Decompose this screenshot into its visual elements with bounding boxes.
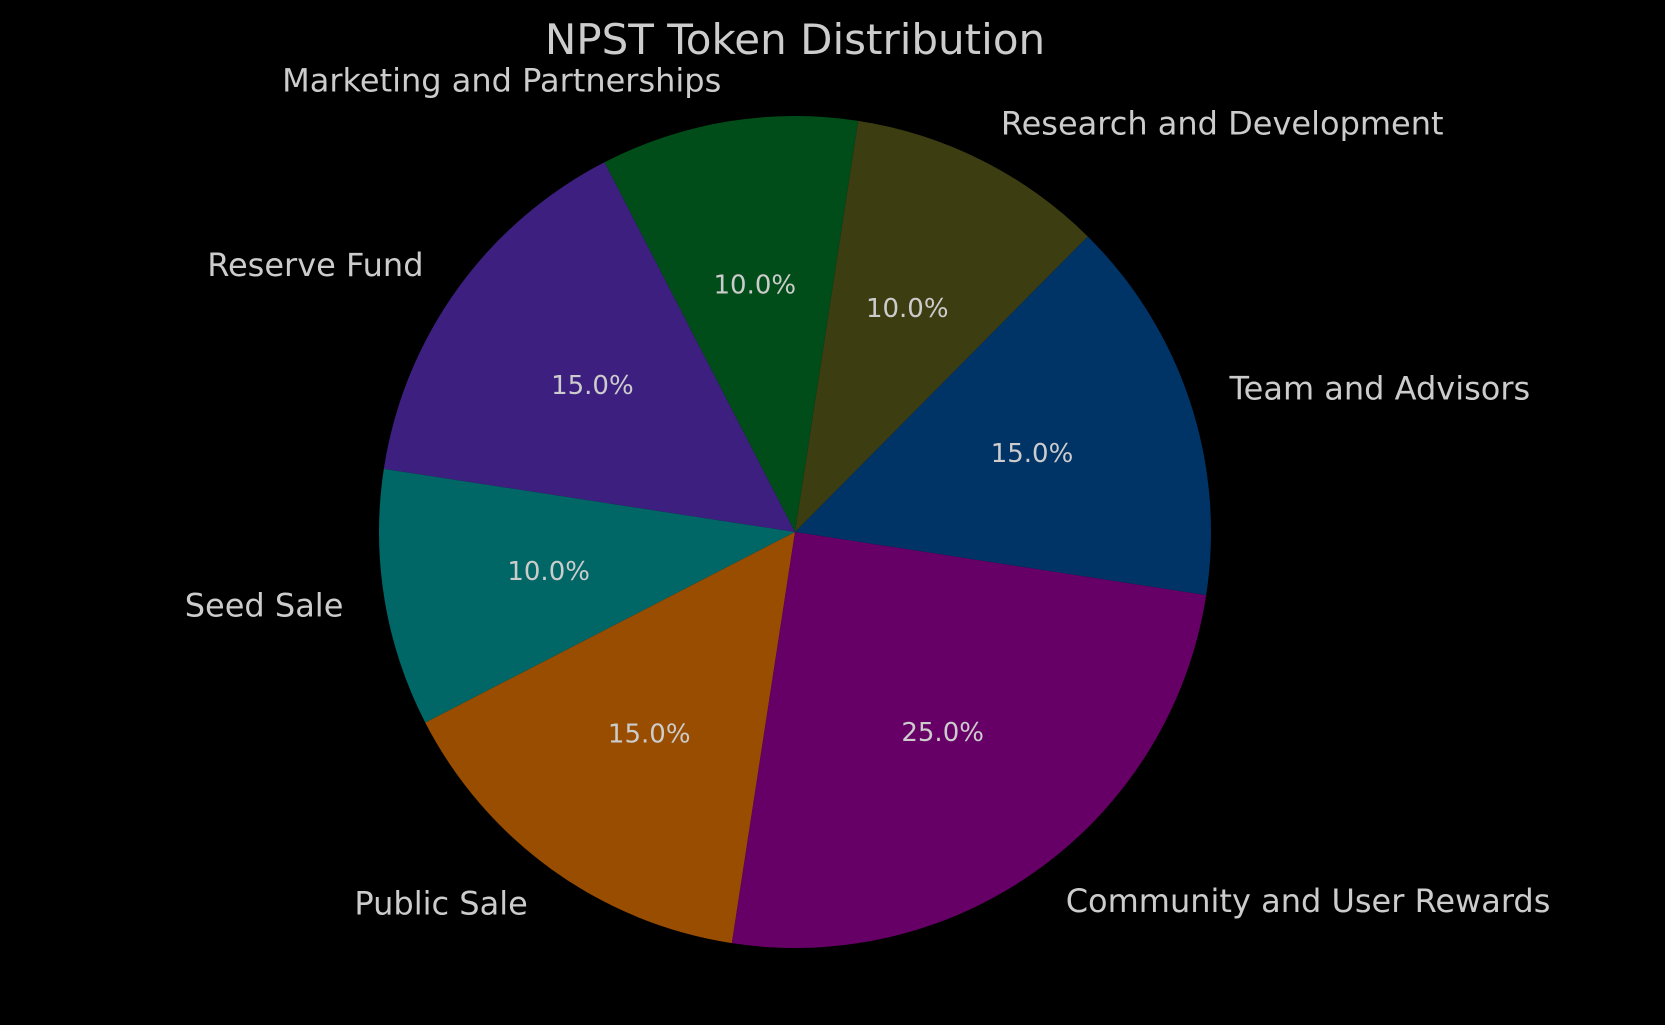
percent-label-team-and-advisors: 15.0% — [991, 439, 1074, 469]
pie-slice-community-and-user-rewards — [731, 532, 1207, 949]
percent-label-research-and-development: 10.0% — [866, 294, 949, 324]
pie-slice-research-and-development — [795, 120, 1088, 532]
pie-slice-marketing-and-partnerships — [604, 116, 859, 532]
percent-label-reserve-fund: 15.0% — [551, 371, 634, 401]
percent-label-community-and-user-rewards: 25.0% — [901, 718, 984, 748]
category-label-seed-sale: Seed Sale — [185, 587, 344, 625]
pie-slice-public-sale — [425, 532, 795, 944]
category-label-research-and-development: Research and Development — [1001, 104, 1444, 142]
category-label-community-and-user-rewards: Community and User Rewards — [1066, 882, 1551, 920]
percent-label-seed-sale: 10.0% — [507, 557, 590, 587]
category-labels: Team and Advisors Research and Developmen… — [185, 61, 1551, 922]
chart-title: NPST Token Distribution — [545, 15, 1045, 64]
percent-label-marketing-and-partnerships: 10.0% — [713, 271, 796, 301]
category-label-marketing-and-partnerships: Marketing and Partnerships — [282, 61, 721, 99]
pie-slice-seed-sale — [379, 468, 795, 723]
pie-slice-team-and-advisors — [795, 236, 1211, 596]
category-label-team-and-advisors: Team and Advisors — [1229, 370, 1531, 408]
category-label-reserve-fund: Reserve Fund — [207, 246, 423, 284]
pie-slices — [379, 116, 1211, 949]
category-label-public-sale: Public Sale — [354, 884, 527, 922]
percent-labels: 15.0% 10.0% 10.0% 15.0% 10.0% 15.0% 25.0% — [507, 271, 1073, 750]
percent-label-public-sale: 15.0% — [608, 720, 691, 750]
pie-slice-reserve-fund — [383, 162, 795, 532]
